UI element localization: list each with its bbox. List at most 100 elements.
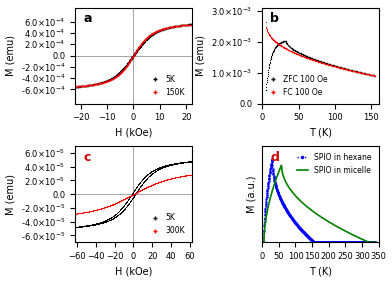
Point — [95, 207, 102, 212]
Point — [161, 178, 167, 183]
Point — [309, 57, 315, 62]
Point — [183, 173, 189, 178]
Point — [154, 168, 160, 173]
Point — [73, 212, 79, 216]
Point — [154, 30, 160, 34]
Point — [140, 40, 146, 44]
Point — [113, 74, 120, 79]
Point — [142, 174, 148, 179]
Point — [129, 55, 136, 60]
Point — [126, 60, 132, 65]
Point — [174, 160, 181, 165]
Point — [103, 219, 109, 224]
Point — [109, 202, 115, 207]
Point — [174, 24, 180, 28]
Point — [142, 186, 148, 190]
Point — [123, 63, 129, 67]
Point — [96, 81, 103, 86]
Point — [74, 84, 80, 89]
Point — [87, 83, 94, 87]
Point — [75, 84, 82, 89]
Point — [367, 72, 373, 77]
Point — [185, 173, 191, 177]
Point — [118, 206, 125, 210]
Point — [78, 224, 84, 229]
Point — [329, 63, 336, 67]
Point — [173, 175, 179, 179]
Point — [186, 173, 192, 177]
Point — [270, 50, 276, 55]
Point — [119, 198, 125, 202]
Point — [90, 208, 96, 213]
Point — [145, 184, 151, 189]
Point — [130, 192, 136, 197]
Point — [175, 24, 181, 28]
Point — [143, 185, 149, 190]
Point — [100, 220, 106, 225]
Point — [170, 176, 176, 180]
Point — [155, 28, 161, 33]
Point — [73, 84, 79, 89]
Point — [339, 66, 346, 70]
Point — [106, 218, 112, 223]
Point — [189, 172, 195, 177]
Point — [77, 224, 83, 228]
Point — [84, 83, 90, 88]
Point — [100, 220, 106, 225]
Point — [362, 71, 368, 76]
Point — [84, 224, 91, 228]
Point — [180, 23, 187, 28]
Point — [335, 64, 341, 69]
Point — [144, 173, 150, 177]
Point — [180, 23, 187, 27]
Point — [120, 204, 126, 209]
Point — [90, 208, 96, 213]
Point — [74, 225, 80, 229]
Point — [141, 186, 147, 191]
Point — [186, 173, 192, 177]
Point — [287, 48, 293, 53]
Point — [352, 69, 358, 74]
Point — [82, 223, 88, 228]
Point — [81, 83, 87, 88]
Point — [76, 84, 83, 89]
Point — [161, 178, 167, 182]
Point — [85, 209, 92, 214]
Point — [84, 210, 90, 214]
Point — [285, 43, 291, 47]
Point — [345, 67, 351, 72]
Point — [118, 210, 124, 215]
Point — [174, 161, 180, 165]
Point — [152, 169, 158, 174]
Point — [80, 84, 86, 88]
Point — [272, 45, 278, 50]
Point — [110, 76, 116, 81]
Point — [167, 163, 173, 167]
Point — [356, 70, 363, 74]
Point — [140, 40, 146, 45]
Point — [171, 161, 178, 166]
Point — [162, 163, 168, 168]
Point — [72, 85, 78, 89]
Point — [138, 44, 144, 49]
Point — [163, 163, 170, 167]
Point — [85, 223, 92, 228]
Point — [371, 73, 377, 78]
Point — [299, 54, 305, 58]
Point — [188, 159, 194, 164]
Point — [114, 210, 121, 215]
Point — [178, 174, 184, 179]
Point — [156, 28, 162, 33]
Point — [120, 197, 126, 202]
Point — [97, 81, 103, 85]
Point — [147, 184, 153, 188]
Point — [89, 222, 95, 227]
Point — [73, 224, 79, 229]
Point — [101, 219, 107, 223]
Point — [77, 224, 83, 229]
Point — [160, 27, 166, 31]
Point — [100, 219, 107, 223]
Point — [96, 81, 102, 86]
Point — [181, 23, 187, 27]
Point — [117, 199, 123, 203]
